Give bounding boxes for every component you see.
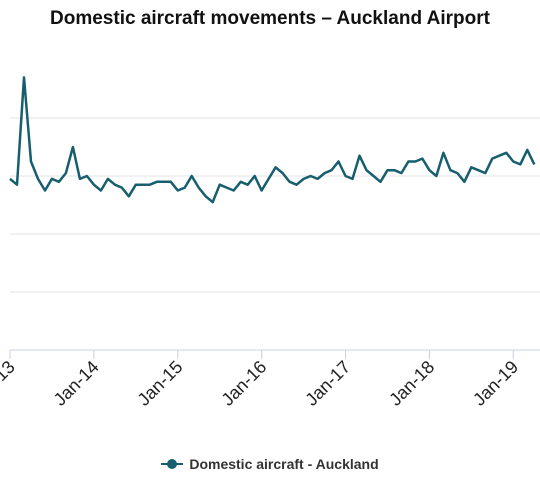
chart-title: Domestic aircraft movements – Auckland A…	[50, 8, 490, 29]
gridlines	[10, 117, 540, 351]
x-tick-label: Jan-13	[0, 357, 19, 410]
series-group	[9, 76, 536, 204]
x-tick-label: Jan-17	[301, 357, 354, 410]
x-tick-label: Jan-19	[469, 357, 522, 410]
legend[interactable]: Domestic aircraft - Auckland	[0, 456, 540, 473]
x-axis: Jan-13 Jan-14 Jan-15 Jan-16 Jan-17 Jan-18 Jan-…	[0, 350, 522, 410]
x-tick-label: Jan-18	[385, 357, 438, 410]
x-tick-label: Jan-16	[217, 357, 270, 410]
x-tick-label: Jan-15	[134, 357, 187, 410]
legend-label: Domestic aircraft - Auckland	[189, 456, 379, 472]
legend-marker-icon	[161, 458, 184, 470]
legend-item[interactable]: Domestic aircraft - Auckland	[161, 456, 379, 472]
x-tick-label: Jan-14	[50, 357, 103, 410]
series-line[interactable]	[9, 76, 536, 204]
